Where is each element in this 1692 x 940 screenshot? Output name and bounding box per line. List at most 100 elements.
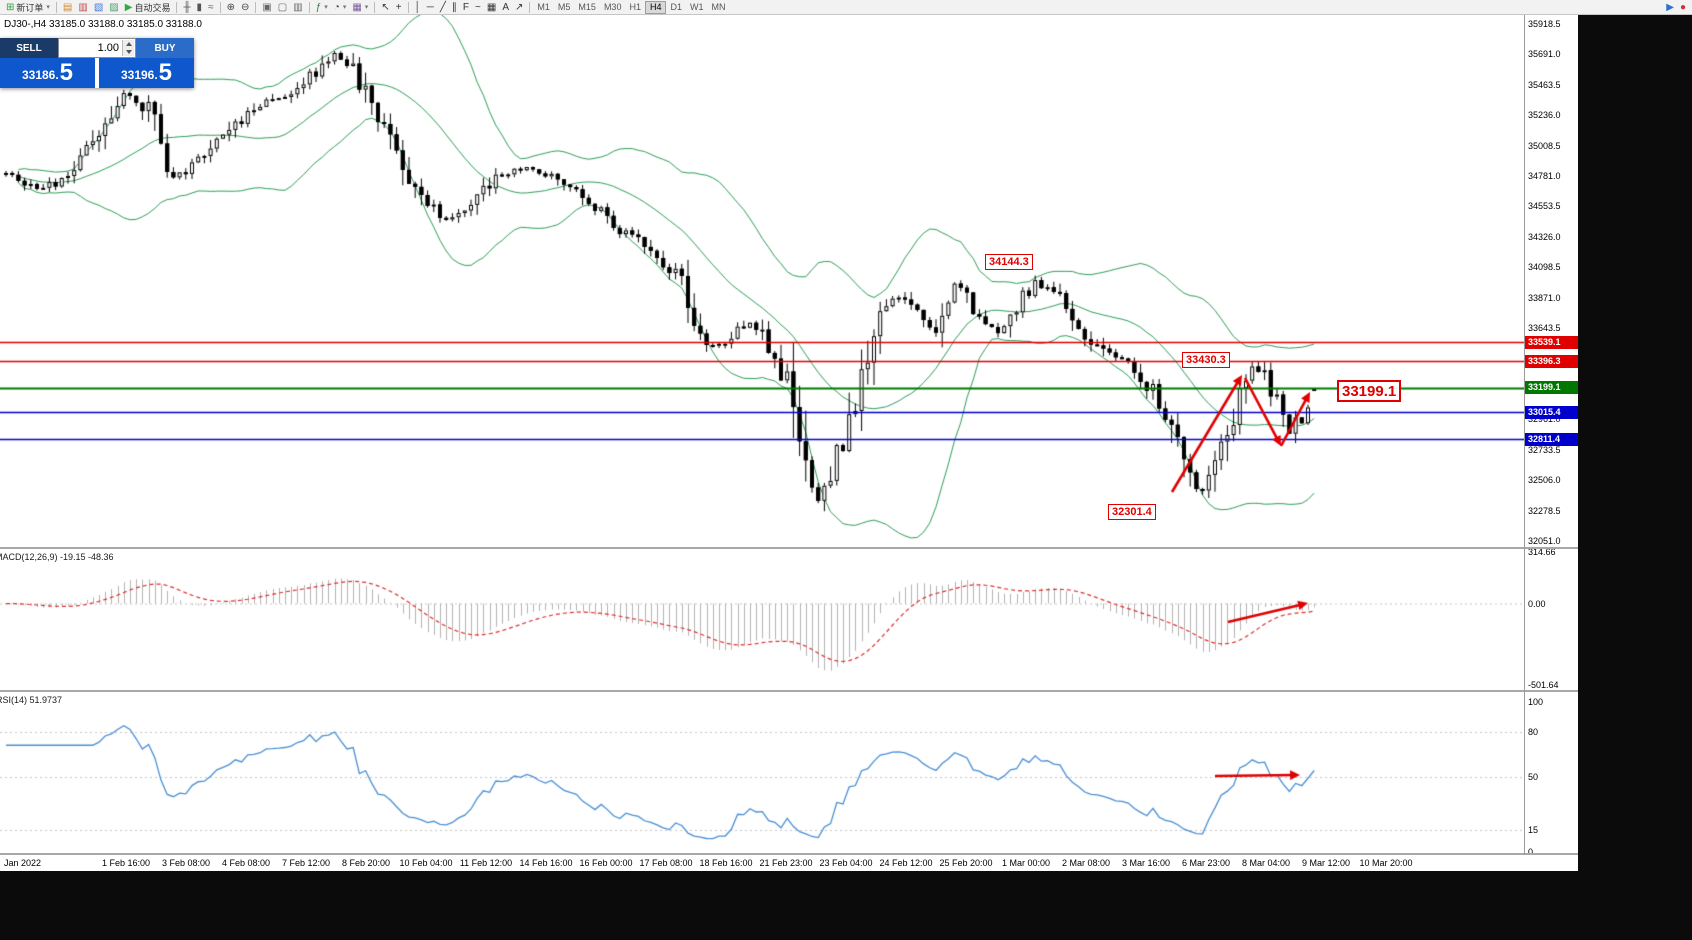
- timeframe-h1-button[interactable]: H1: [629, 1, 641, 12]
- buy-button[interactable]: BUY: [136, 38, 194, 58]
- price-callout[interactable]: 33199.1: [1337, 380, 1402, 402]
- price-tick-label: 35008.5: [1528, 140, 1561, 151]
- timeframe-m30-button[interactable]: M30: [603, 1, 622, 12]
- macd-tick-label: 0.00: [1528, 598, 1546, 609]
- crosshair-icon: +: [395, 1, 402, 13]
- price-callout[interactable]: 32301.4: [1108, 504, 1156, 520]
- templates-icon: ▦: [352, 1, 362, 13]
- zoom-in-icon[interactable]: ⊕: [224, 1, 238, 14]
- fibonacci-icon: F: [462, 1, 470, 13]
- arrow-object-icon[interactable]: ↗: [512, 1, 526, 14]
- macd-canvas[interactable]: [0, 549, 1524, 690]
- tile-windows-icon[interactable]: ▣: [259, 1, 274, 14]
- terminal-icon[interactable]: ▨: [106, 1, 121, 14]
- templates-icon[interactable]: ▦ ▾: [349, 1, 371, 14]
- arrange-windows-icon[interactable]: ▥: [290, 1, 305, 14]
- timeframe-m5-button[interactable]: M5: [557, 1, 571, 12]
- time-tick-label: 8 Feb 20:00: [341, 858, 391, 868]
- horizontal-line-icon[interactable]: ─: [424, 1, 437, 14]
- volume-up-icon[interactable]: [125, 42, 132, 46]
- rsi-tick-label: 100: [1528, 697, 1544, 707]
- buy-price-pip: 5: [158, 59, 173, 86]
- timeframe-mn-button[interactable]: MN: [711, 1, 726, 12]
- timeframe-h4-button[interactable]: H4: [644, 0, 667, 14]
- main-chart-canvas[interactable]: [0, 14, 1524, 547]
- bar-chart-icon[interactable]: ╫: [180, 1, 193, 14]
- navigator-icon[interactable]: ▧: [91, 1, 106, 14]
- volume-input[interactable]: 1.00: [58, 38, 136, 58]
- price-tick-label: 34326.0: [1528, 231, 1561, 242]
- toolbar-separator: [374, 1, 376, 13]
- data-window-icon[interactable]: ▥: [75, 1, 90, 14]
- auto-trading-button-label: 自动交易: [134, 2, 171, 13]
- price-callout[interactable]: 34144.3: [985, 254, 1033, 270]
- line-chart-icon: ≈: [208, 1, 214, 13]
- price-level-tag: 33539.1: [1525, 335, 1578, 349]
- panel-splitter[interactable]: [0, 547, 1578, 549]
- volume-down-icon[interactable]: [125, 50, 132, 54]
- buy-price-main: 33196.: [120, 68, 158, 82]
- market-watch-icon[interactable]: ▤: [60, 1, 75, 14]
- main-chart-panel[interactable]: DJ30-,H4 33185.0 33188.0 33185.0 33188.0…: [0, 14, 1524, 547]
- text-label-icon[interactable]: A: [499, 1, 512, 14]
- axis-divider: [1524, 14, 1525, 855]
- chart-shift-icon[interactable]: ▶: [1663, 1, 1677, 14]
- equidistant-channel-icon[interactable]: ∥: [449, 1, 460, 14]
- time-axis[interactable]: Jan 2022 1 Feb 16:00 3 Feb 08:00 4 Feb 08:0…: [0, 855, 1578, 871]
- arrange-windows-icon: ▥: [293, 1, 303, 13]
- auto-trading-button: ▶: [124, 1, 133, 13]
- line-chart-icon[interactable]: ≈: [205, 1, 217, 14]
- zoom-out-icon: ⊖: [240, 1, 250, 13]
- volume-value: 1.00: [97, 42, 119, 54]
- toolbar-separator: [407, 1, 409, 13]
- time-tick-label: 23 Feb 04:00: [819, 858, 873, 868]
- price-tick-label: 33643.5: [1528, 323, 1561, 334]
- toolbar-separator: [55, 1, 57, 13]
- timeframe-w1-button[interactable]: W1: [690, 1, 704, 12]
- market-watch-icon: ▤: [62, 1, 73, 13]
- trendline-icon[interactable]: ╱: [437, 1, 449, 14]
- cascade-windows-icon[interactable]: ▢: [275, 1, 290, 14]
- time-tick-label: 17 Feb 08:00: [639, 858, 693, 868]
- price-tick-label: 32506.0: [1528, 475, 1561, 486]
- time-tick-label: 11 Feb 12:00: [459, 858, 513, 868]
- timeframe-d1-button[interactable]: D1: [670, 1, 682, 12]
- macd-panel[interactable]: MACD(12,26,9) -19.15 -48.36: [0, 549, 1524, 690]
- new-order-button: ⊞: [6, 1, 15, 13]
- indicators-icon[interactable]: ƒ ▾: [313, 1, 331, 14]
- rsi-panel[interactable]: RSI(14) 51.9737: [0, 692, 1524, 853]
- panel-splitter[interactable]: [0, 853, 1578, 855]
- cursor-icon[interactable]: ↖: [378, 1, 392, 14]
- periods-icon[interactable]: ◔ ▾: [331, 1, 350, 14]
- draw-grid-icon[interactable]: ▦: [484, 1, 499, 14]
- vertical-line-icon[interactable]: │: [412, 1, 424, 14]
- panel-splitter[interactable]: [0, 690, 1578, 692]
- wave-icon[interactable]: ~: [472, 1, 484, 14]
- rsi-canvas[interactable]: [0, 692, 1524, 853]
- indicators-icon: ƒ: [315, 1, 322, 13]
- volume-spinner[interactable]: [122, 40, 134, 56]
- timeframe-m1-button[interactable]: M1: [537, 1, 550, 12]
- time-tick-label: 4 Feb 08:00: [221, 858, 271, 868]
- price-tick-label: 35236.0: [1528, 110, 1561, 121]
- timeframe-m15-button[interactable]: M15: [578, 1, 596, 12]
- rsi-tick-label: 80: [1528, 727, 1539, 737]
- fibonacci-icon[interactable]: F: [460, 1, 472, 14]
- sell-price[interactable]: 33186. 5: [0, 58, 95, 88]
- crosshair-icon[interactable]: +: [393, 1, 405, 14]
- new-order-button[interactable]: ⊞ 新订单 ▾: [3, 1, 53, 14]
- candlestick-chart-icon[interactable]: ▮: [194, 1, 206, 14]
- price-axis[interactable]: 35918.5 35691.0 35463.5 35236.0 35008.5 34781…: [1525, 14, 1578, 857]
- buy-price[interactable]: 33196. 5: [99, 58, 194, 88]
- price-tick-label: 35463.5: [1528, 79, 1561, 90]
- time-tick-label: 6 Mar 23:00: [1181, 858, 1231, 868]
- price-callout[interactable]: 33430.3: [1182, 352, 1230, 368]
- record-icon[interactable]: ●: [1677, 1, 1689, 14]
- sell-button[interactable]: SELL: [0, 38, 58, 58]
- zoom-out-icon[interactable]: ⊖: [238, 1, 252, 14]
- auto-trading-button[interactable]: ▶ 自动交易: [122, 1, 174, 14]
- macd-tick-label: -501.64: [1528, 680, 1559, 691]
- wave-icon: ~: [475, 1, 481, 13]
- rsi-tick-label: 0: [1528, 847, 1534, 857]
- text-label-icon: A: [502, 1, 509, 13]
